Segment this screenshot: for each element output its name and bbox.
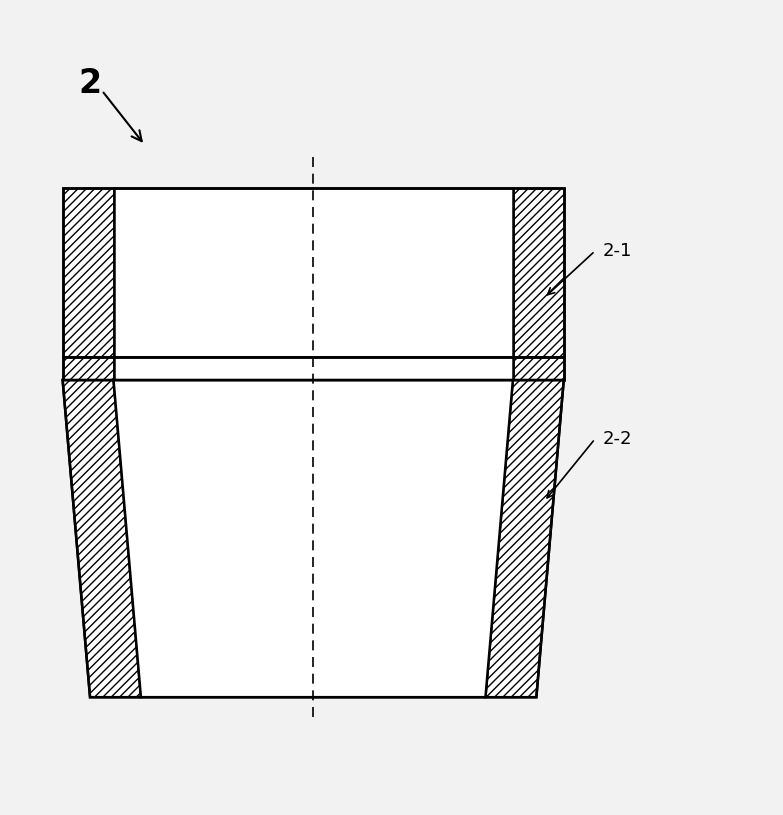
Bar <box>63 188 564 357</box>
Text: 2: 2 <box>78 67 102 100</box>
Polygon shape <box>513 357 564 380</box>
Text: 2-1: 2-1 <box>603 242 633 260</box>
Polygon shape <box>114 357 513 380</box>
Polygon shape <box>485 380 564 697</box>
Polygon shape <box>114 380 513 697</box>
Bar <box>114 188 513 357</box>
Polygon shape <box>63 380 141 697</box>
Text: 2-2: 2-2 <box>603 430 633 447</box>
Polygon shape <box>63 188 114 357</box>
Polygon shape <box>513 188 564 357</box>
Polygon shape <box>63 357 114 380</box>
